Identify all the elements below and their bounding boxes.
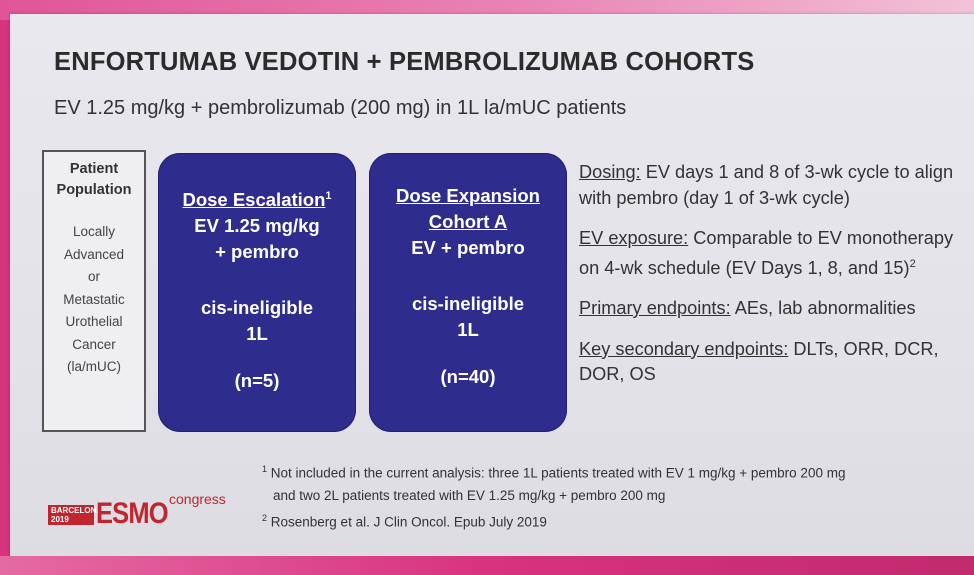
cohort-eligibility: cis-ineligible <box>200 297 314 319</box>
slide-subtitle: EV 1.25 mg/kg + pembrolizumab (200 mg) i… <box>54 97 627 119</box>
population-header-line: Patient <box>69 161 119 177</box>
detail-label: Dosing: <box>579 162 641 182</box>
population-description: Locally Advanced or Metastatic Urothelia… <box>44 221 144 379</box>
esmo-congress-logo: BARCELONA 2019 ESMO congress <box>48 487 238 530</box>
cohort-dose: EV 1.25 mg/kg <box>194 215 320 237</box>
cohort-eligibility: cis-ineligible <box>411 293 525 314</box>
footnote-1-continued: and two 2L patients treated with EV 1.25… <box>273 487 666 503</box>
cohort-regimen: + pembro <box>215 241 299 263</box>
footnotes: 1 Not included in the current analysis: … <box>262 458 845 533</box>
population-line: Metastatic <box>63 291 125 307</box>
detail-secondary-endpoints: Key secondary endpoints: DLTs, ORR, DCR,… <box>579 337 964 388</box>
logo-brand: ESMO <box>96 497 169 530</box>
logo-city-badge: BARCELONA 2019 <box>48 505 102 525</box>
population-line: Locally <box>72 224 116 239</box>
detail-label: Primary endpoints: <box>579 298 731 319</box>
detail-dosing: Dosing: EV days 1 and 8 of 3-wk cycle to… <box>579 160 964 211</box>
detail-label: Key secondary endpoints: <box>579 338 789 359</box>
population-line: Urothelial <box>65 314 123 329</box>
footnote-2: 2 Rosenberg et al. J Clin Oncol. Epub Ju… <box>262 512 547 530</box>
detail-label: EV exposure: <box>579 228 689 248</box>
population-header-line: Population <box>56 182 132 198</box>
detail-text: AEs, lab abnormalities <box>730 298 916 319</box>
detail-text: EV days 1 and 8 of 3-wk cycle to align w… <box>579 162 954 208</box>
cohort-sample-size: (n=5) <box>234 370 280 392</box>
detail-ev-exposure: EV exposure: Comparable to EV monotherap… <box>579 226 964 281</box>
cohort-dose-escalation: Dose Escalation1 EV 1.25 mg/kg + pembro … <box>158 153 356 432</box>
footnote-marker: 2 <box>909 257 916 270</box>
footnote-marker: 1 <box>325 190 332 202</box>
detail-primary-endpoints: Primary endpoints: AEs, lab abnormalitie… <box>579 296 964 322</box>
footnote-1: 1 Not included in the current analysis: … <box>262 464 846 481</box>
cohort-sample-size: (n=40) <box>440 366 496 387</box>
slide-title: ENFORTUMAB VEDOTIN + PEMBROLIZUMAB COHOR… <box>54 48 755 76</box>
population-line: (la/mUC) <box>67 359 121 374</box>
cohort-line-of-therapy: 1L <box>457 319 479 340</box>
patient-population-box: Patient Population Locally Advanced or M… <box>42 150 146 432</box>
cohort-title: Dose Escalation <box>182 189 326 211</box>
logo-suffix: congress <box>169 491 226 507</box>
cohort-regimen: EV + pembro <box>411 237 525 258</box>
cohort-subtitle: Cohort A <box>428 211 508 232</box>
cohort-line-of-therapy: 1L <box>246 323 268 345</box>
detail-text: DLTs, ORR, DCR, DOR, OS <box>579 338 939 385</box>
cohort-dose-expansion: Dose Expansion Cohort A EV + pembro cis-… <box>369 153 567 432</box>
cohort-title: Dose Expansion <box>396 185 540 206</box>
population-line: Advanced <box>63 246 125 262</box>
population-line: or <box>87 269 100 284</box>
study-details: Dosing: EV days 1 and 8 of 3-wk cycle to… <box>579 160 964 403</box>
detail-text: Comparable to EV monotherapy on 4-wk sch… <box>579 228 954 278</box>
bottom-decorative-strip <box>0 556 974 575</box>
population-header: Patient Population <box>44 159 144 201</box>
population-line: Cancer <box>72 336 116 352</box>
